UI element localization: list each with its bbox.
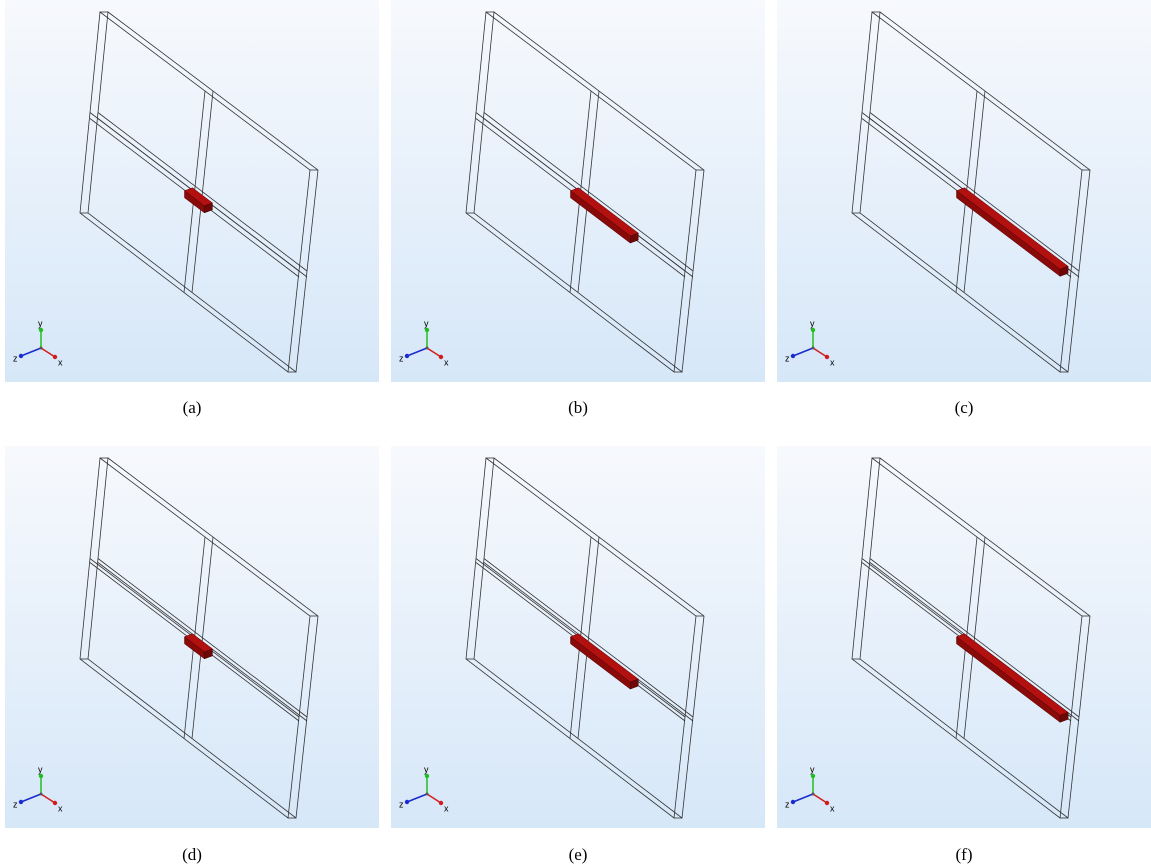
y-axis-arrow-head [425,774,429,778]
y-axis-arrow-head [811,774,815,778]
axis-label-z: z [13,353,18,363]
panel: y x z [777,446,1151,828]
z-axis-arrow-head [405,800,409,804]
axis-origin [426,793,429,796]
z-axis-arrow-head [405,354,409,358]
axis-label-y: y [810,318,815,328]
panel: y x z [5,446,379,828]
axis-label-x: x [830,357,835,367]
axis-label-x: x [58,803,63,813]
axis-label-y: y [38,318,43,328]
axis-origin [40,347,43,350]
axis-label-z: z [785,353,790,363]
x-axis-arrow-head [825,801,829,805]
axis-label-z: z [399,799,404,809]
x-axis-arrow-head [439,801,443,805]
caption: (e) [569,845,588,864]
caption: (c) [955,398,974,417]
z-axis-arrow-head [791,354,795,358]
panel: y x z [391,0,765,382]
axis-label-z: z [399,353,404,363]
axis-label-x: x [830,803,835,813]
axis-label-y: y [424,318,429,328]
panel: y x z [391,446,765,828]
x-axis-arrow-head [53,801,57,805]
figure: y x z (a) y x z (b) y x z (c) y x z (d) y x z (e) y x z (f) [0,0,1151,867]
x-axis-arrow-head [53,355,57,359]
caption: (b) [568,398,588,417]
axis-label-y: y [38,764,43,774]
axis-label-y: y [424,764,429,774]
axis-label-x: x [58,357,63,367]
axis-origin [40,793,43,796]
axis-label-y: y [810,764,815,774]
x-axis-arrow-head [439,355,443,359]
caption: (f) [956,845,973,864]
z-axis-arrow-head [19,354,23,358]
z-axis-arrow-head [19,800,23,804]
axis-label-x: x [444,357,449,367]
y-axis-arrow-head [425,328,429,332]
caption: (a) [183,398,202,417]
panel: y x z [777,0,1151,382]
y-axis-arrow-head [811,328,815,332]
y-axis-arrow-head [39,774,43,778]
axis-origin [812,347,815,350]
x-axis-arrow-head [825,355,829,359]
z-axis-arrow-head [791,800,795,804]
axis-label-z: z [13,799,18,809]
axis-label-x: x [444,803,449,813]
caption: (d) [182,845,202,864]
y-axis-arrow-head [39,328,43,332]
panel: y x z [5,0,379,382]
axis-origin [812,793,815,796]
axis-origin [426,347,429,350]
axis-label-z: z [785,799,790,809]
